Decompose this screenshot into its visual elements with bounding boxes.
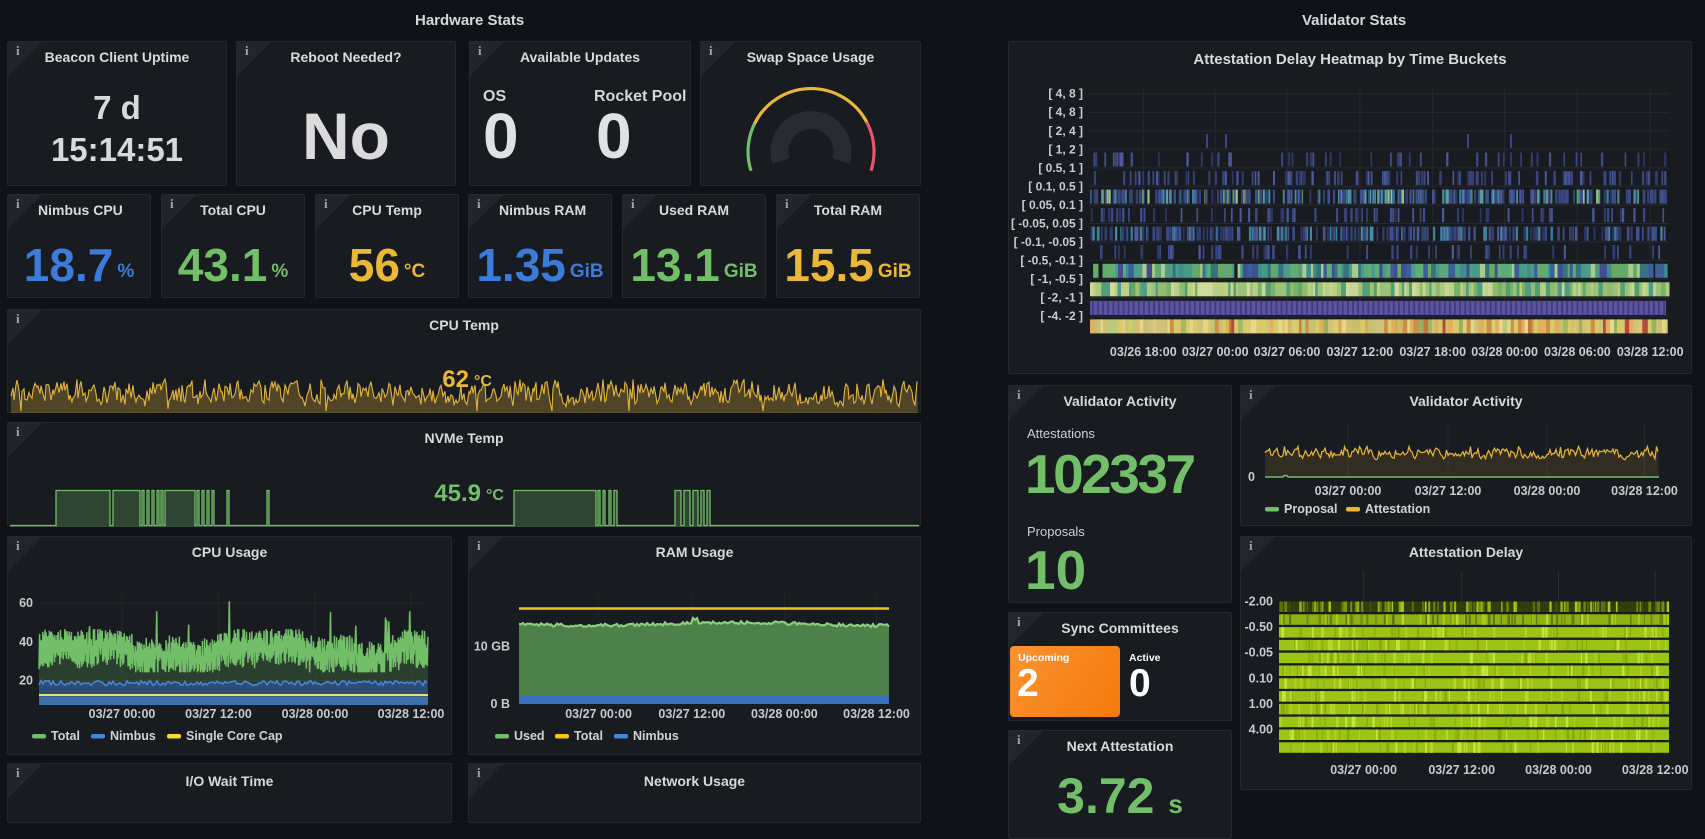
svg-text:03/27 12:00: 03/27 12:00 [185,707,252,721]
svg-text:03/27 12:00: 03/27 12:00 [1428,763,1495,777]
svg-text:03/28 00:00: 03/28 00:00 [282,707,349,721]
svg-text:Total: Total [51,729,80,743]
svg-text:03/27 00:00: 03/27 00:00 [1330,763,1397,777]
svg-text:0.10: 0.10 [1249,671,1273,685]
svg-text:[ -1, -0.5 ]: [ -1, -0.5 ] [1030,272,1083,286]
svg-text:[ -4. -2 ]: [ -4. -2 ] [1040,309,1083,323]
svg-text:03/27 12:00: 03/27 12:00 [1415,484,1482,498]
svg-text:62: 62 [442,366,469,393]
svg-text:03/28 12:00: 03/28 12:00 [1622,763,1689,777]
svg-text:03/28 00:00: 03/28 00:00 [1514,484,1581,498]
svg-text:40: 40 [19,635,33,649]
svg-text:03/27 00:00: 03/27 00:00 [1182,345,1249,359]
svg-text:[ 2, 4 ]: [ 2, 4 ] [1048,124,1083,138]
svg-text:03/28 06:00: 03/28 06:00 [1544,345,1611,359]
svg-text:03/28 00:00: 03/28 00:00 [751,707,818,721]
svg-text:Proposal: Proposal [1284,502,1338,516]
svg-text:[ 1, 2 ]: [ 1, 2 ] [1048,142,1083,156]
svg-text:[ 0.05, 0.1 ]: [ 0.05, 0.1 ] [1022,198,1083,212]
svg-text:03/27 00:00: 03/27 00:00 [89,707,156,721]
svg-text:0 B: 0 B [491,697,510,711]
svg-text:°C: °C [486,487,504,504]
svg-text:03/28 00:00: 03/28 00:00 [1471,345,1538,359]
svg-text:03/28 12:00: 03/28 12:00 [843,707,910,721]
svg-text:1.00: 1.00 [1249,697,1273,711]
svg-text:45.9: 45.9 [434,480,481,507]
svg-text:03/27 12:00: 03/27 12:00 [1327,345,1394,359]
svg-text:°C: °C [474,373,492,390]
svg-text:03/27 00:00: 03/27 00:00 [1315,484,1382,498]
svg-text:Single Core Cap: Single Core Cap [186,729,283,743]
svg-text:0: 0 [1248,470,1255,484]
svg-text:03/28 12:00: 03/28 12:00 [1611,484,1678,498]
svg-text:[ -2, -1 ]: [ -2, -1 ] [1040,291,1083,305]
svg-text:Nimbus: Nimbus [633,729,679,743]
svg-text:03/28 00:00: 03/28 00:00 [1525,763,1592,777]
svg-text:03/27 00:00: 03/27 00:00 [565,707,632,721]
svg-text:-0.05: -0.05 [1245,646,1274,660]
svg-text:20: 20 [19,674,33,688]
svg-text:-2.00: -2.00 [1245,595,1274,609]
svg-text:Nimbus: Nimbus [110,729,156,743]
svg-text:-0.50: -0.50 [1245,620,1274,634]
svg-text:10 GB: 10 GB [474,640,510,654]
svg-text:03/28 12:00: 03/28 12:00 [1617,345,1684,359]
svg-text:[ -0.1, -0.05 ]: [ -0.1, -0.05 ] [1014,235,1083,249]
svg-text:03/28 12:00: 03/28 12:00 [378,707,445,721]
svg-text:Used: Used [514,729,545,743]
svg-text:Attestation: Attestation [1365,502,1430,516]
svg-text:[ 4, 8 ]: [ 4, 8 ] [1048,87,1083,101]
svg-text:60: 60 [19,596,33,610]
svg-text:03/27 12:00: 03/27 12:00 [658,707,725,721]
svg-text:[ 0.5, 1 ]: [ 0.5, 1 ] [1038,161,1083,175]
svg-text:Total: Total [574,729,603,743]
svg-text:03/26 18:00: 03/26 18:00 [1110,345,1177,359]
svg-text:[ 0.1, 0.5 ]: [ 0.1, 0.5 ] [1028,179,1083,193]
svg-text:[ 4, 8 ]: [ 4, 8 ] [1048,105,1083,119]
svg-text:[ -0.5, -0.1 ]: [ -0.5, -0.1 ] [1020,254,1083,268]
svg-text:[ -0.05, 0.05 ]: [ -0.05, 0.05 ] [1011,217,1083,231]
svg-text:4.00: 4.00 [1249,723,1273,737]
svg-text:03/27 18:00: 03/27 18:00 [1399,345,1466,359]
svg-text:03/27 06:00: 03/27 06:00 [1254,345,1321,359]
